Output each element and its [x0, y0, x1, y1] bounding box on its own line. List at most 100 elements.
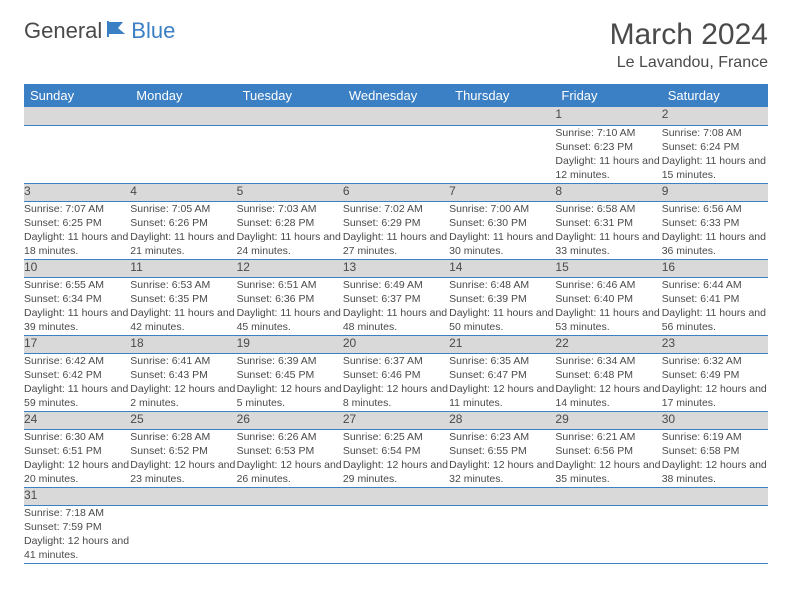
day-detail-cell: Sunrise: 7:07 AMSunset: 6:25 PMDaylight:…	[24, 201, 130, 259]
day-number-cell	[449, 487, 555, 505]
day-detail-row: Sunrise: 6:42 AMSunset: 6:42 PMDaylight:…	[24, 353, 768, 411]
day-detail-cell	[343, 125, 449, 183]
sunrise-text: Sunrise: 7:05 AM	[130, 202, 236, 216]
sunset-text: Sunset: 6:47 PM	[449, 368, 555, 382]
sunrise-text: Sunrise: 6:19 AM	[662, 430, 768, 444]
daylight-text: Daylight: 11 hours and 36 minutes.	[662, 230, 768, 258]
sunrise-text: Sunrise: 6:49 AM	[343, 278, 449, 292]
day-number-cell: 23	[662, 335, 768, 353]
day-detail-cell	[555, 505, 661, 563]
sunset-text: Sunset: 6:49 PM	[662, 368, 768, 382]
day-detail-cell: Sunrise: 6:49 AMSunset: 6:37 PMDaylight:…	[343, 277, 449, 335]
daylight-text: Daylight: 11 hours and 56 minutes.	[662, 306, 768, 334]
day-number-cell: 17	[24, 335, 130, 353]
day-detail-cell: Sunrise: 7:18 AMSunset: 7:59 PMDaylight:…	[24, 505, 130, 563]
day-number-cell: 22	[555, 335, 661, 353]
day-detail-cell: Sunrise: 6:21 AMSunset: 6:56 PMDaylight:…	[555, 429, 661, 487]
day-detail-cell	[449, 125, 555, 183]
day-detail-cell: Sunrise: 6:58 AMSunset: 6:31 PMDaylight:…	[555, 201, 661, 259]
day-detail-cell	[24, 125, 130, 183]
sunrise-text: Sunrise: 6:56 AM	[662, 202, 768, 216]
day-detail-cell: Sunrise: 6:46 AMSunset: 6:40 PMDaylight:…	[555, 277, 661, 335]
brand-part2: Blue	[131, 18, 175, 44]
sunset-text: Sunset: 6:26 PM	[130, 216, 236, 230]
sunrise-text: Sunrise: 6:55 AM	[24, 278, 130, 292]
sunset-text: Sunset: 6:42 PM	[24, 368, 130, 382]
day-detail-cell: Sunrise: 6:39 AMSunset: 6:45 PMDaylight:…	[237, 353, 343, 411]
day-number-row: 10111213141516	[24, 259, 768, 277]
sunrise-text: Sunrise: 6:35 AM	[449, 354, 555, 368]
day-number-cell: 15	[555, 259, 661, 277]
daylight-text: Daylight: 11 hours and 15 minutes.	[662, 154, 768, 182]
daylight-text: Daylight: 12 hours and 8 minutes.	[343, 382, 449, 410]
day-number-cell	[130, 107, 236, 125]
sunrise-text: Sunrise: 6:21 AM	[555, 430, 661, 444]
day-detail-row: Sunrise: 7:10 AMSunset: 6:23 PMDaylight:…	[24, 125, 768, 183]
day-number-cell: 26	[237, 411, 343, 429]
daylight-text: Daylight: 11 hours and 24 minutes.	[237, 230, 343, 258]
day-number-cell	[449, 107, 555, 125]
sunset-text: Sunset: 7:59 PM	[24, 520, 130, 534]
sunrise-text: Sunrise: 6:48 AM	[449, 278, 555, 292]
day-detail-cell: Sunrise: 6:25 AMSunset: 6:54 PMDaylight:…	[343, 429, 449, 487]
sunset-text: Sunset: 6:45 PM	[237, 368, 343, 382]
daylight-text: Daylight: 11 hours and 18 minutes.	[24, 230, 130, 258]
sunset-text: Sunset: 6:25 PM	[24, 216, 130, 230]
day-number-cell: 27	[343, 411, 449, 429]
sunset-text: Sunset: 6:46 PM	[343, 368, 449, 382]
day-number-cell: 21	[449, 335, 555, 353]
day-detail-row: Sunrise: 6:55 AMSunset: 6:34 PMDaylight:…	[24, 277, 768, 335]
sunset-text: Sunset: 6:28 PM	[237, 216, 343, 230]
daylight-text: Daylight: 12 hours and 29 minutes.	[343, 458, 449, 486]
day-number-cell: 13	[343, 259, 449, 277]
daylight-text: Daylight: 11 hours and 12 minutes.	[555, 154, 661, 182]
day-detail-cell: Sunrise: 6:32 AMSunset: 6:49 PMDaylight:…	[662, 353, 768, 411]
day-detail-cell	[343, 505, 449, 563]
sunrise-text: Sunrise: 6:23 AM	[449, 430, 555, 444]
sunrise-text: Sunrise: 6:25 AM	[343, 430, 449, 444]
sunrise-text: Sunrise: 6:37 AM	[343, 354, 449, 368]
day-number-cell: 29	[555, 411, 661, 429]
daylight-text: Daylight: 12 hours and 20 minutes.	[24, 458, 130, 486]
sunset-text: Sunset: 6:33 PM	[662, 216, 768, 230]
brand-logo: General Blue	[24, 18, 175, 44]
day-number-cell: 31	[24, 487, 130, 505]
weekday-header: Friday	[555, 84, 661, 107]
daylight-text: Daylight: 12 hours and 5 minutes.	[237, 382, 343, 410]
day-number-cell	[343, 487, 449, 505]
day-detail-cell: Sunrise: 6:51 AMSunset: 6:36 PMDaylight:…	[237, 277, 343, 335]
weekday-header: Thursday	[449, 84, 555, 107]
sunrise-text: Sunrise: 7:18 AM	[24, 506, 130, 520]
sunrise-text: Sunrise: 6:34 AM	[555, 354, 661, 368]
sunrise-text: Sunrise: 7:03 AM	[237, 202, 343, 216]
weekday-header: Wednesday	[343, 84, 449, 107]
weekday-header-row: Sunday Monday Tuesday Wednesday Thursday…	[24, 84, 768, 107]
daylight-text: Daylight: 11 hours and 42 minutes.	[130, 306, 236, 334]
day-detail-cell: Sunrise: 7:02 AMSunset: 6:29 PMDaylight:…	[343, 201, 449, 259]
page-title: March 2024	[610, 18, 768, 52]
sunset-text: Sunset: 6:39 PM	[449, 292, 555, 306]
sunset-text: Sunset: 6:52 PM	[130, 444, 236, 458]
day-number-cell	[130, 487, 236, 505]
daylight-text: Daylight: 12 hours and 14 minutes.	[555, 382, 661, 410]
flag-icon	[107, 20, 129, 43]
weekday-header: Sunday	[24, 84, 130, 107]
sunset-text: Sunset: 6:51 PM	[24, 444, 130, 458]
sunrise-text: Sunrise: 7:00 AM	[449, 202, 555, 216]
sunset-text: Sunset: 6:48 PM	[555, 368, 661, 382]
daylight-text: Daylight: 11 hours and 30 minutes.	[449, 230, 555, 258]
day-number-cell: 5	[237, 183, 343, 201]
sunrise-text: Sunrise: 6:51 AM	[237, 278, 343, 292]
daylight-text: Daylight: 11 hours and 27 minutes.	[343, 230, 449, 258]
day-detail-cell	[130, 505, 236, 563]
sunrise-text: Sunrise: 6:39 AM	[237, 354, 343, 368]
sunset-text: Sunset: 6:43 PM	[130, 368, 236, 382]
day-number-row: 31	[24, 487, 768, 505]
sunset-text: Sunset: 6:54 PM	[343, 444, 449, 458]
day-number-cell: 20	[343, 335, 449, 353]
day-number-cell: 6	[343, 183, 449, 201]
day-number-cell: 12	[237, 259, 343, 277]
sunrise-text: Sunrise: 6:32 AM	[662, 354, 768, 368]
day-number-cell: 10	[24, 259, 130, 277]
header: General Blue March 2024 Le Lavandou, Fra…	[24, 18, 768, 72]
